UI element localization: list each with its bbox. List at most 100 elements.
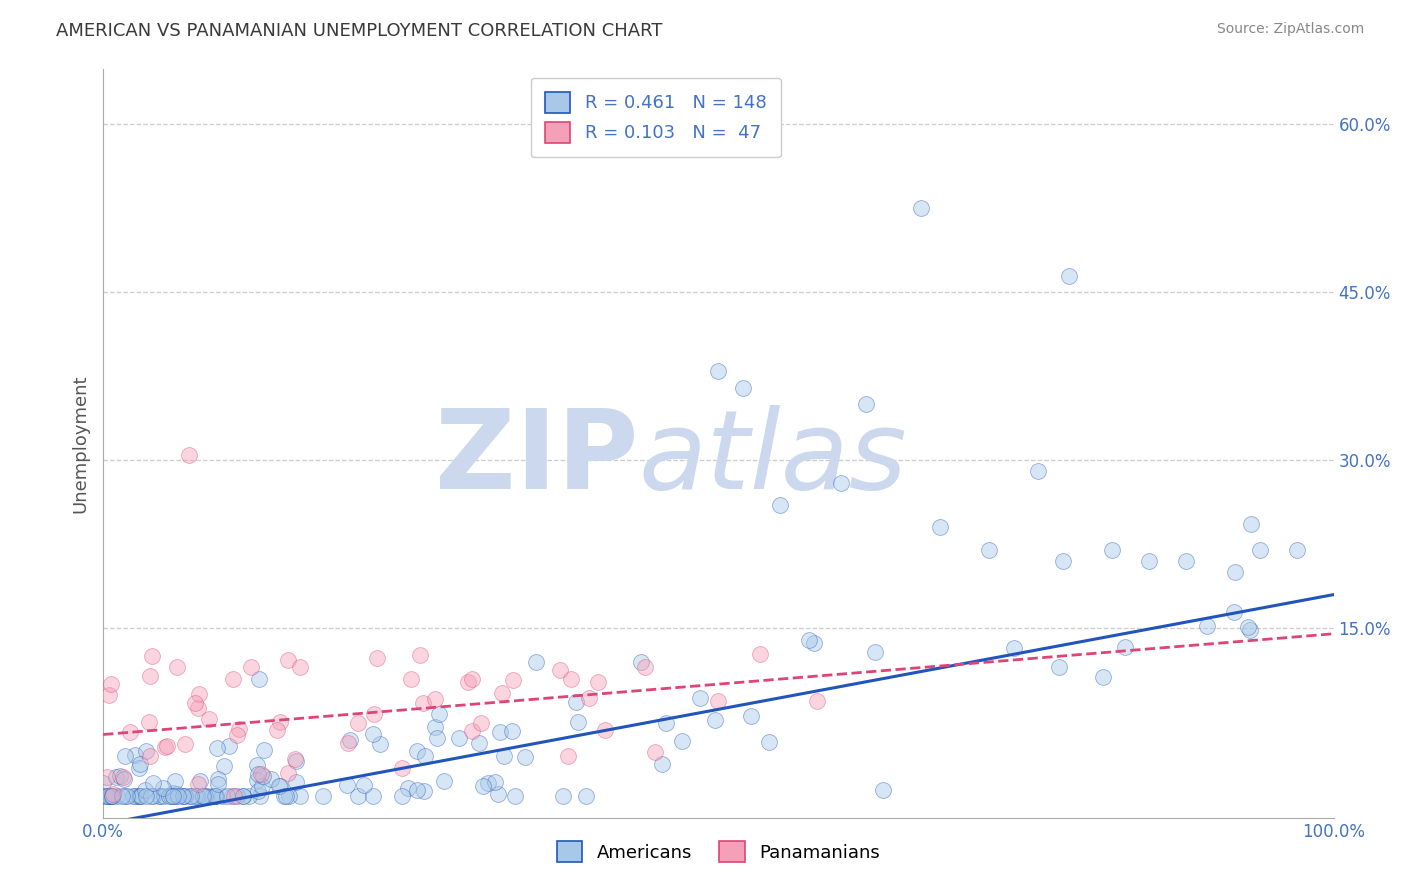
Point [93, 789, 115, 803]
Point [588, 675, 610, 690]
Point [91, 776, 114, 790]
Point [187, 687, 209, 701]
Point [593, 723, 616, 737]
Point [363, 707, 385, 722]
Point [142, 776, 165, 790]
Point [1114, 640, 1136, 655]
Point [267, 779, 290, 793]
Point [269, 714, 291, 729]
Point [157, 789, 180, 803]
Point [405, 783, 427, 797]
Point [225, 789, 247, 803]
Point [977, 542, 1000, 557]
Point [96, 770, 118, 784]
Point [655, 715, 678, 730]
Point [129, 789, 152, 803]
Point [100, 789, 122, 803]
Point [104, 770, 127, 784]
Point [769, 498, 792, 512]
Point [225, 728, 247, 742]
Point [1239, 624, 1261, 638]
Point [105, 789, 128, 803]
Point [492, 748, 515, 763]
Point [252, 769, 274, 783]
Point [122, 789, 145, 803]
Point [205, 740, 228, 755]
Point [111, 770, 134, 784]
Point [114, 789, 136, 803]
Point [489, 724, 512, 739]
Point [212, 759, 235, 773]
Point [855, 397, 877, 411]
Point [370, 737, 392, 751]
Point [548, 663, 571, 677]
Point [502, 673, 524, 687]
Point [412, 784, 434, 798]
Point [1237, 619, 1260, 633]
Point [228, 722, 250, 736]
Point [1223, 605, 1246, 619]
Point [162, 789, 184, 803]
Point [1195, 619, 1218, 633]
Point [423, 692, 446, 706]
Point [346, 789, 368, 803]
Point [97, 789, 120, 803]
Point [337, 736, 360, 750]
Point [101, 789, 124, 803]
Legend: R = 0.461   N = 148, R = 0.103   N =  47: R = 0.461 N = 148, R = 0.103 N = 47 [530, 78, 780, 157]
Point [409, 648, 432, 663]
Point [201, 789, 224, 803]
Point [179, 448, 201, 462]
Point [129, 789, 152, 803]
Point [166, 787, 188, 801]
Point [575, 789, 598, 803]
Point [204, 789, 226, 803]
Point [232, 789, 254, 803]
Point [671, 734, 693, 748]
Point [162, 786, 184, 800]
Point [285, 754, 308, 768]
Point [1285, 542, 1308, 557]
Point [198, 712, 221, 726]
Point [97, 789, 120, 803]
Point [247, 767, 270, 781]
Point [491, 685, 513, 699]
Point [101, 788, 124, 802]
Point [108, 769, 131, 783]
Point [336, 778, 359, 792]
Point [413, 749, 436, 764]
Point [806, 694, 828, 708]
Point [163, 773, 186, 788]
Point [156, 739, 179, 753]
Point [928, 520, 950, 534]
Point [567, 714, 589, 729]
Point [1137, 554, 1160, 568]
Point [96, 789, 118, 803]
Point [253, 743, 276, 757]
Point [1052, 554, 1074, 568]
Point [221, 789, 243, 803]
Point [290, 789, 312, 803]
Point [564, 695, 586, 709]
Point [187, 777, 209, 791]
Point [578, 691, 600, 706]
Point [472, 779, 495, 793]
Point [194, 789, 217, 803]
Text: ZIP: ZIP [434, 405, 638, 512]
Point [630, 655, 652, 669]
Point [167, 789, 190, 803]
Point [211, 789, 233, 803]
Point [1175, 554, 1198, 568]
Point [1240, 517, 1263, 532]
Point [111, 789, 134, 803]
Point [249, 767, 271, 781]
Point [749, 647, 772, 661]
Point [274, 789, 297, 803]
Point [1047, 660, 1070, 674]
Point [366, 651, 388, 665]
Point [191, 789, 214, 803]
Point [135, 789, 157, 803]
Point [707, 694, 730, 708]
Point [222, 789, 245, 803]
Point [166, 660, 188, 674]
